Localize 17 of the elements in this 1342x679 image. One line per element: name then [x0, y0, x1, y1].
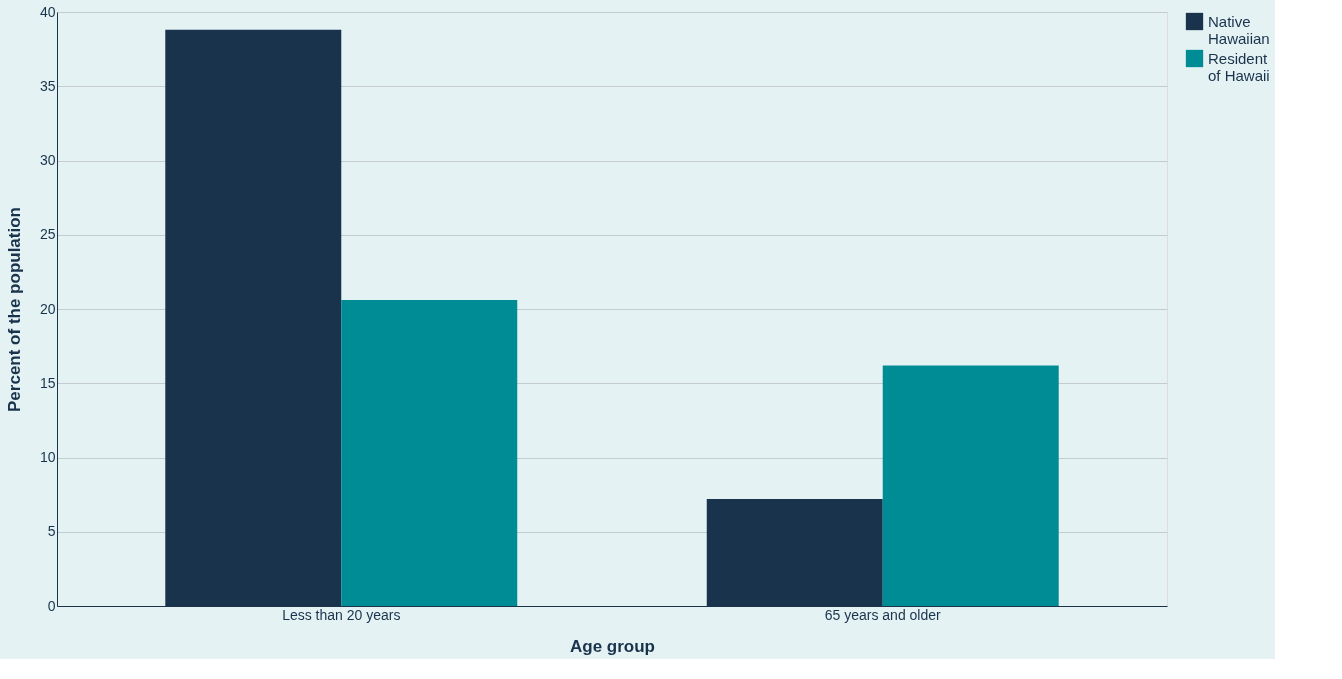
y-tick-label: 15	[39, 374, 56, 391]
y-tick-label: 0	[47, 597, 56, 614]
x-tick-label: Less than 20 years	[282, 606, 401, 623]
y-tick-label: 35	[39, 77, 56, 94]
y-tick-label: 25	[39, 226, 56, 243]
y-tick-label: 20	[39, 300, 56, 317]
y-tick-label: 40	[39, 3, 56, 20]
bar	[882, 365, 1059, 606]
x-tick-label: 65 years and older	[824, 606, 942, 623]
legend-label: Native Hawaiian	[1208, 12, 1270, 47]
y-tick-label: 10	[39, 449, 56, 465]
y-tick-label: 30	[39, 152, 56, 168]
y-tick-label: 5	[47, 523, 56, 540]
bar	[341, 300, 518, 606]
legend-label: Resident of Hawaii	[1208, 49, 1270, 84]
x-axis-title: Age group	[570, 636, 655, 656]
y-axis-title: Percent of the population	[4, 207, 24, 412]
